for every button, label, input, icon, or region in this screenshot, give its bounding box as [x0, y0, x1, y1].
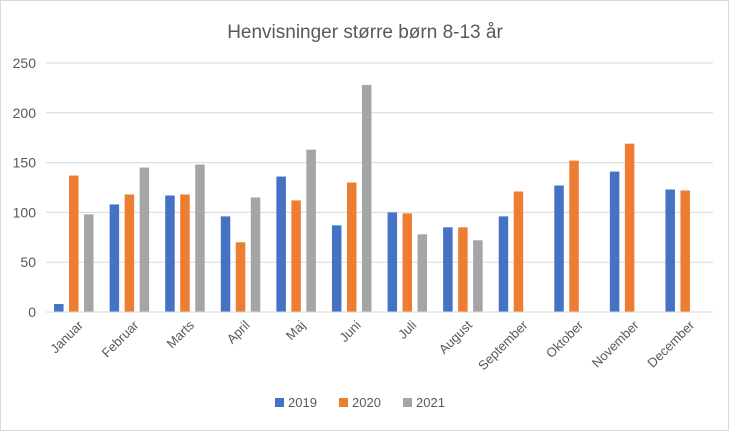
legend-item-2020: 2020	[339, 395, 381, 410]
legend-label: 2019	[288, 395, 317, 410]
bar-2019-april	[220, 216, 231, 312]
gridlines	[46, 62, 713, 263]
x-tick-label: Marts	[163, 317, 197, 351]
legend-item-2021: 2021	[403, 395, 445, 410]
bar-2020-marts	[180, 194, 190, 312]
bar-2021-juli	[417, 234, 428, 312]
bar-2020-april	[235, 242, 246, 312]
bar-2020-juli	[402, 213, 413, 312]
bar-2019-august	[443, 227, 453, 312]
y-axis-ticks: 0 50 100 150 200 250	[13, 55, 37, 320]
x-tick-label: December	[644, 317, 697, 370]
bar-2021-februar	[139, 167, 150, 312]
bar-2019-januar	[54, 304, 64, 312]
legend-item-2019: 2019	[275, 395, 317, 410]
y-tick-label: 100	[13, 204, 37, 220]
x-tick-label: Juni	[336, 317, 364, 345]
legend-swatch	[275, 398, 284, 407]
y-tick-label: 250	[13, 55, 37, 71]
bar-2019-oktober	[554, 185, 564, 312]
bar-2019-december	[665, 189, 675, 312]
x-tick-label: Maj	[283, 317, 308, 342]
x-tick-label: Januar	[47, 317, 86, 356]
bar-2019-februar	[109, 204, 120, 312]
x-tick-label: April	[224, 317, 253, 346]
bar-2020-september	[513, 191, 524, 312]
bars	[54, 84, 690, 312]
bar-2019-november	[609, 171, 620, 312]
legend-label: 2020	[352, 395, 381, 410]
bar-2020-januar	[69, 175, 79, 312]
x-tick-label: August	[436, 317, 475, 356]
x-axis-ticks: Januar Februar Marts April Maj Juni Juli August…	[47, 317, 698, 373]
bar-2021-januar	[84, 214, 94, 312]
legend-label: 2021	[416, 395, 445, 410]
y-tick-label: 150	[13, 155, 37, 171]
bar-2019-september	[498, 216, 509, 312]
x-tick-label: Juli	[395, 317, 419, 341]
bar-2020-december	[680, 190, 690, 312]
bar-2021-juni	[361, 84, 372, 312]
bar-2020-februar	[124, 194, 135, 312]
bar-2019-maj	[276, 176, 286, 312]
legend-swatch	[339, 398, 348, 407]
bar-2019-marts	[165, 195, 175, 312]
bar-2020-november	[624, 143, 635, 312]
y-tick-label: 200	[13, 105, 37, 121]
bar-2021-april	[250, 197, 261, 312]
legend-swatch	[403, 398, 412, 407]
bar-2019-juni	[331, 225, 342, 312]
x-tick-label: September	[475, 317, 531, 373]
x-tick-label: Oktober	[543, 317, 587, 361]
bar-2021-august	[473, 240, 483, 312]
bar-2020-august	[458, 227, 468, 312]
bar-2020-juni	[346, 182, 357, 312]
bar-2020-oktober	[569, 160, 579, 312]
x-tick-label: Februar	[99, 317, 142, 360]
chart-title: Henvisninger større børn 8-13 år	[227, 22, 503, 43]
legend: 2019 2020 2021	[275, 395, 445, 410]
y-tick-label: 50	[20, 254, 36, 270]
bar-2019-juli	[387, 212, 398, 312]
x-tick-label: November	[589, 317, 642, 370]
bar-2021-marts	[195, 164, 205, 312]
bar-2020-maj	[291, 200, 301, 312]
bar-2021-maj	[306, 149, 316, 312]
y-tick-label: 0	[28, 304, 36, 320]
